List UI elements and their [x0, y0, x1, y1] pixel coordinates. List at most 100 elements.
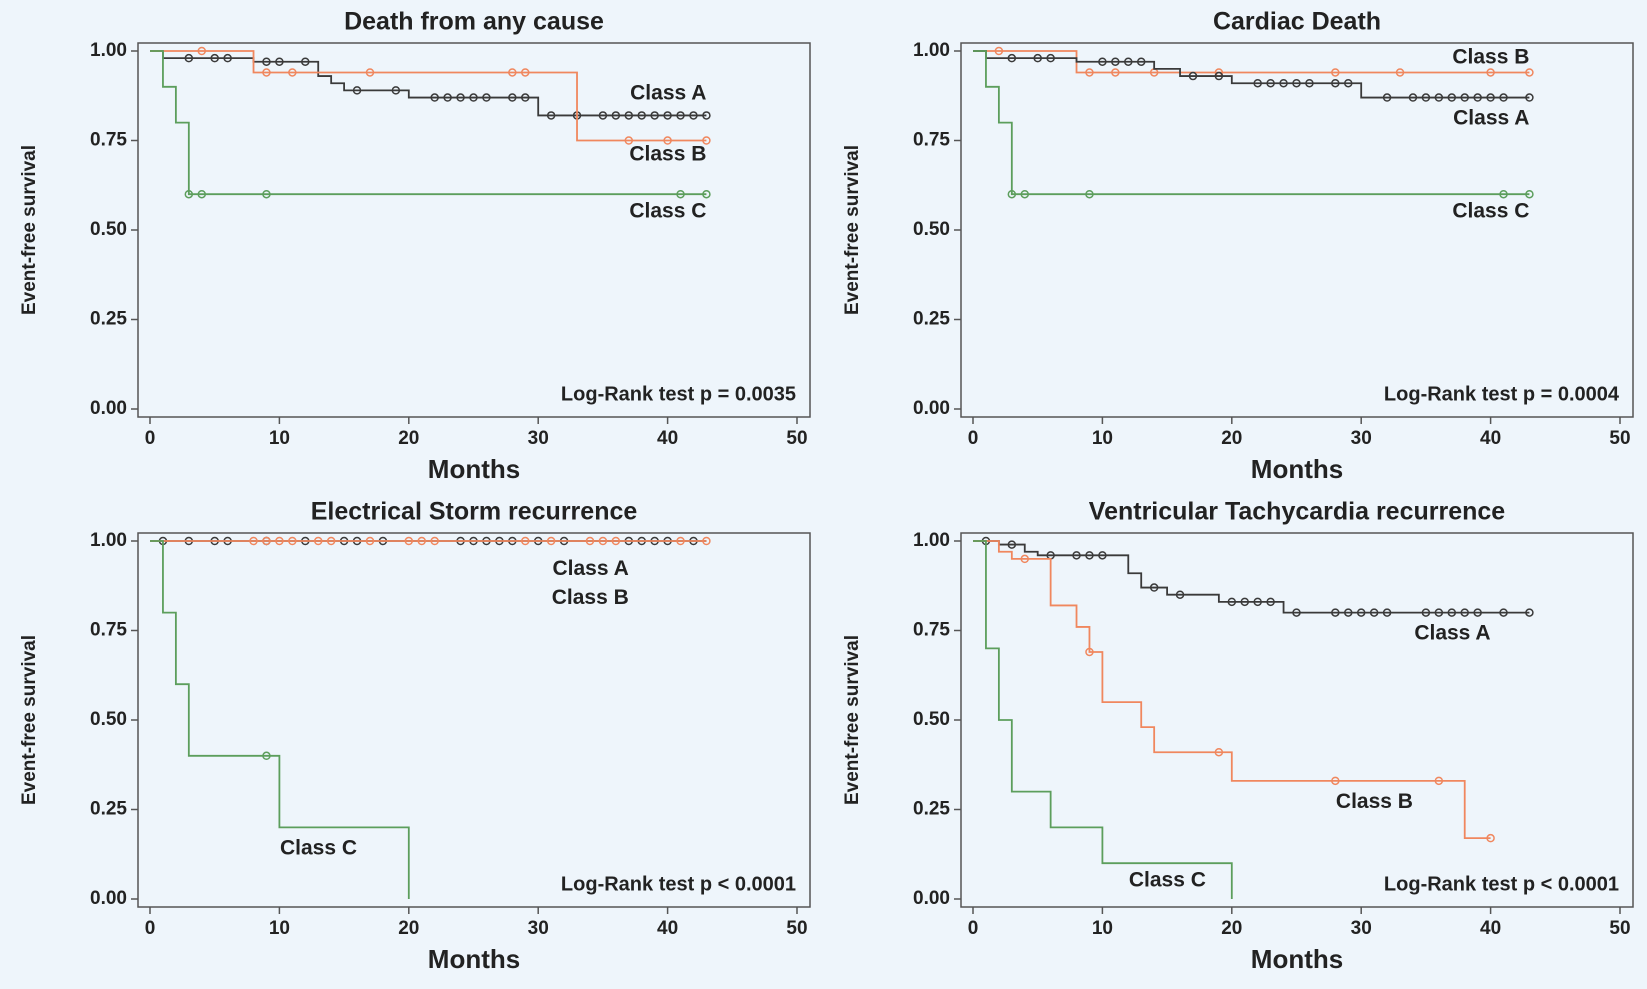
censor-mark	[1111, 57, 1120, 66]
censor-mark	[262, 189, 271, 199]
censor-mark	[210, 53, 219, 63]
censor-mark	[1486, 68, 1495, 77]
series-label: Class B	[1336, 790, 1413, 813]
censor-mark	[1434, 776, 1444, 786]
censor-mark	[262, 68, 271, 77]
censor-mark	[1253, 597, 1262, 607]
x-tick-label: 40	[657, 918, 678, 939]
x-tick-label: 10	[1092, 918, 1113, 939]
censor-mark	[1020, 554, 1030, 564]
plot-area	[960, 42, 1634, 418]
censor-mark	[1525, 189, 1534, 199]
y-axis-label: Event-free survival	[19, 635, 40, 805]
censor-mark	[1460, 93, 1469, 102]
censor-mark	[288, 536, 297, 546]
x-tick-label: 20	[398, 918, 419, 939]
x-axis-label: Months	[428, 944, 520, 974]
censor-mark	[404, 536, 414, 546]
censor-mark	[184, 53, 194, 63]
censor-mark	[650, 111, 659, 120]
chart-title: Electrical Storm recurrence	[311, 498, 638, 526]
censor-mark	[352, 86, 362, 95]
censor-mark	[1292, 78, 1301, 88]
censor-mark	[1447, 608, 1457, 617]
x-axis-label: Months	[428, 454, 520, 484]
x-tick-label: 10	[269, 428, 290, 449]
censor-mark	[624, 111, 634, 120]
panel: Death from any cause Months Event-free sur…	[19, 8, 811, 484]
series-label: Class C	[1129, 869, 1206, 892]
survival-curve	[973, 540, 1233, 899]
censor-mark	[1434, 93, 1444, 102]
censor-mark	[702, 111, 711, 120]
censor-mark	[546, 111, 556, 120]
censor-mark	[1266, 78, 1275, 88]
y-tick-label: 0.25	[913, 309, 950, 330]
censor-mark	[288, 68, 297, 77]
censor-mark	[1175, 590, 1185, 599]
censor-mark	[1344, 608, 1353, 617]
series-label: Class A	[630, 82, 706, 105]
censor-mark	[1331, 78, 1340, 88]
censor-mark	[1305, 78, 1314, 88]
x-tick-label: 30	[528, 918, 549, 939]
y-tick-label: 1.00	[90, 530, 127, 551]
censor-mark	[1421, 93, 1431, 102]
annotation: Log-Rank test p < 0.0001	[561, 873, 796, 895]
annotation: Log-Rank test p = 0.0035	[561, 383, 796, 405]
censor-mark	[624, 136, 634, 145]
panel: Cardiac Death Months Event-free survival 0 1…	[842, 8, 1634, 484]
y-tick-label: 0.75	[913, 130, 950, 151]
censor-mark	[1525, 608, 1534, 617]
censor-mark	[1499, 93, 1508, 102]
y-tick-label: 0.50	[90, 709, 127, 730]
series-label: Class C	[629, 200, 706, 223]
censor-mark	[521, 93, 530, 102]
censor-mark	[663, 136, 672, 145]
censor-mark	[1382, 93, 1392, 102]
censor-mark	[1473, 608, 1482, 617]
censor-mark	[1085, 551, 1094, 560]
panel: Electrical Storm recurrence Months Event-f…	[19, 498, 811, 974]
series-label: Class C	[280, 836, 357, 859]
censor-mark	[598, 536, 608, 546]
censor-mark	[508, 68, 517, 77]
y-axis-label: Event-free survival	[842, 635, 863, 805]
censor-mark	[1331, 608, 1340, 617]
annotation: Log-Rank test p = 0.0004	[1384, 383, 1620, 405]
censor-mark	[249, 536, 258, 546]
censor-mark	[1214, 71, 1224, 81]
x-tick-label: 50	[786, 428, 807, 449]
censor-mark	[430, 93, 439, 102]
censor-mark	[430, 536, 439, 546]
censor-mark	[1421, 608, 1431, 617]
censor-mark	[301, 57, 310, 66]
censor-mark	[1085, 68, 1094, 77]
censor-mark	[702, 536, 711, 546]
x-tick-label: 30	[528, 428, 549, 449]
censor-mark	[365, 536, 375, 546]
censor-mark	[1136, 57, 1146, 66]
x-tick-label: 10	[269, 918, 290, 939]
censor-mark	[262, 57, 271, 66]
censor-mark	[1473, 93, 1482, 102]
y-axis-label: Event-free survival	[842, 145, 863, 315]
x-tick-label: 0	[145, 918, 156, 939]
censor-mark	[1266, 597, 1275, 607]
y-tick-label: 0.25	[90, 309, 127, 330]
series-label: Class A	[1414, 622, 1490, 645]
censor-mark	[262, 751, 271, 761]
censor-mark	[1525, 68, 1534, 77]
x-tick-label: 40	[1480, 918, 1501, 939]
x-tick-label: 20	[1221, 918, 1242, 939]
censor-mark	[313, 536, 323, 546]
censor-mark	[1525, 93, 1534, 102]
censor-mark	[1085, 189, 1094, 199]
censor-mark	[1408, 93, 1418, 102]
censor-mark	[1331, 776, 1340, 786]
y-tick-label: 0.50	[913, 709, 950, 730]
censor-mark	[184, 189, 194, 199]
censor-mark	[1356, 608, 1366, 617]
x-tick-label: 0	[968, 428, 979, 449]
